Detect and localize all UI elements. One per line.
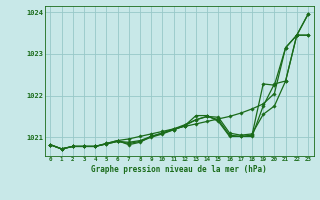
X-axis label: Graphe pression niveau de la mer (hPa): Graphe pression niveau de la mer (hPa) — [91, 165, 267, 174]
